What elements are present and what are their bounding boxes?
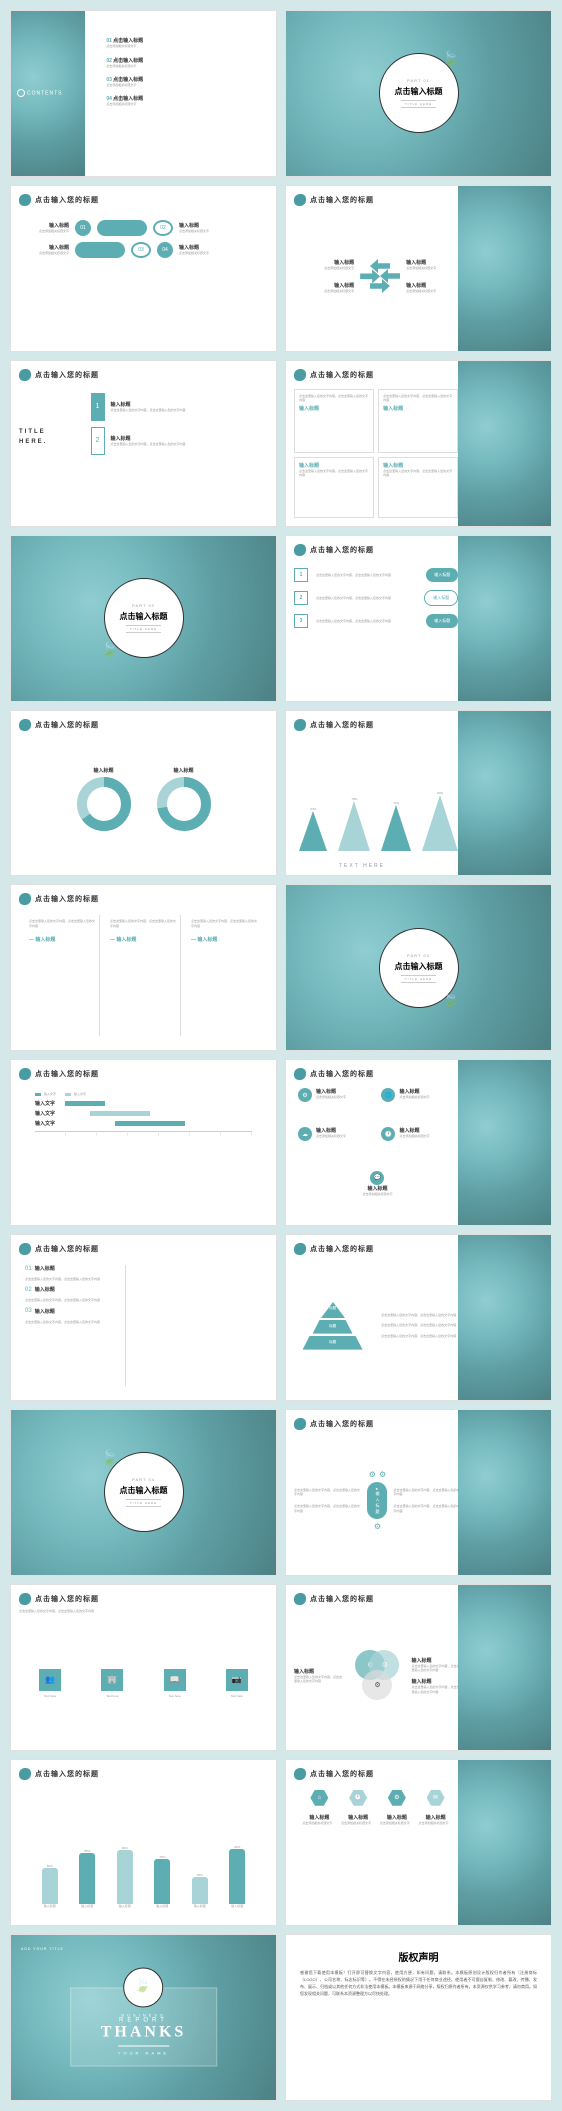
clock-icon: 🕐 xyxy=(381,1127,395,1141)
globe-icon: 🌐 xyxy=(381,1088,395,1102)
cloud-icon: ☁ xyxy=(298,1127,312,1141)
house-icon: ⌂ xyxy=(310,1790,328,1806)
part-title: 点击输入标题 xyxy=(395,86,443,97)
slide-15: 点击输入您的标题 01输入标题 点击这里输入您的文字内容，点击这里输入您的文字内… xyxy=(10,1234,277,1401)
donut-chart xyxy=(74,774,134,834)
whale-icon xyxy=(19,369,31,381)
slide-19: 点击输入您的标题 点击这里输入您的文字内容，点击这里输入您的文字内容 👥Text… xyxy=(10,1584,277,1751)
gear-icon: ⚙ xyxy=(362,1670,392,1700)
toc-num-2: 02 xyxy=(106,58,112,64)
copyright-body: 感谢您下载使用本模板！打开即可替换文字内容，使用方便，如有问题，请联系。本模板原… xyxy=(300,1969,537,1998)
slide-venn: 点击输入您的标题 输入标题点击这里输入您的文字内容，点击这里输入您的文字内容 ⚙… xyxy=(285,1584,552,1751)
slide-pyramid: 点击输入您的标题 标题 标题 标题 点击这里输入您的文字内容，点击这里输入您的文… xyxy=(285,1234,552,1401)
gear-icon: ⚙ xyxy=(388,1790,406,1806)
gear-icon: ⚙ xyxy=(379,1470,386,1479)
slide-part-02: PART 02 点击输入标题 TITLE HERE xyxy=(10,535,277,702)
whale-icon xyxy=(19,893,31,905)
toc-desc-1: 点击添加相关标题文字 xyxy=(106,44,268,48)
slide-11: 点击输入您的标题 点击这里输入您的文字内容，点击这里输入您的文字内容— 输入标题… xyxy=(10,884,277,1051)
slide-thanks: ADD YOUR TITLE BUSINESS REPORT THANKS YO… xyxy=(10,1934,277,2101)
slide-6: 点击输入您的标题 点击这里输入您的文字内容，点击这里输入您的文字内容输入标题 点… xyxy=(285,360,552,527)
whale-icon xyxy=(294,1068,306,1080)
slide-grid: CONTENTS 01 点击输入标题点击添加相关标题文字 02 点击输入标题点击… xyxy=(10,10,552,2101)
whale-icon xyxy=(294,369,306,381)
slide-part-03: PART 03 点击输入标题 TITLE HERE xyxy=(285,884,552,1051)
slide-5: 点击输入您的标题 TITLEHERE. 1输入标题点击这里输入您的文字内容，点击… xyxy=(10,360,277,527)
camera-icon: 📷 xyxy=(226,1669,248,1691)
slide-donut: 点击输入您的标题 输入标题 输入标题 xyxy=(10,710,277,877)
slide-part-04: PART 04 点击输入标题 TITLE HERE xyxy=(10,1409,277,1576)
gear-icon: ⚙ xyxy=(369,1470,376,1479)
mail-icon: ✉ xyxy=(427,1790,445,1806)
slide-gantt: 点击输入您的标题 输入文字输入文字 输入文字 输入文字 输入文字 ||||||| xyxy=(10,1059,277,1226)
whale-icon xyxy=(294,719,306,731)
slide-triangles: 点击输入您的标题 63% 78% 71% 90% TEXT HERE xyxy=(285,710,552,877)
slide-18: 点击输入您的标题 点击这里输入您的文字内容，点击这里输入您的文字内容点击这里输入… xyxy=(285,1409,552,1576)
whale-icon xyxy=(294,194,306,206)
slide-8: 点击输入您的标题 1点击这里输入您的文字内容，点击这里输入您的文字内容输入标题 … xyxy=(285,535,552,702)
slide-3: 点击输入您的标题 输入标题点击添加相关标题文字 01 02 输入标题点击添加相关… xyxy=(10,185,277,352)
whale-icon xyxy=(294,1768,306,1780)
building-icon: 🏢 xyxy=(101,1669,123,1691)
slide-14: 点击输入您的标题 ⚙输入标题点击添加相关标题文字 🌐输入标题点击添加相关标题文字… xyxy=(285,1059,552,1226)
slide-part-01: PART 01 点击输入标题 TITLE HERE xyxy=(285,10,552,177)
slide-copyright: 版权声明 感谢您下载使用本模板！打开即可替换文字内容，使用方便，如有问题，请联系… xyxy=(285,1934,552,2101)
whale-icon xyxy=(19,1068,31,1080)
slide-contents: CONTENTS 01 点击输入标题点击添加相关标题文字 02 点击输入标题点击… xyxy=(10,10,277,177)
book-icon: 📖 xyxy=(164,1669,186,1691)
whale-icon xyxy=(19,1243,31,1255)
donut-chart-2 xyxy=(154,774,214,834)
gear-icon: ⚙ xyxy=(374,1522,381,1531)
whale-icon xyxy=(294,1593,306,1605)
whale-icon xyxy=(19,719,31,731)
chat-icon: 💬 xyxy=(370,1171,384,1185)
contents-title: CONTENTS xyxy=(27,91,63,97)
whale-icon xyxy=(19,1768,31,1780)
toc-num-3: 03 xyxy=(106,77,112,83)
whale-icon xyxy=(294,1243,306,1255)
whale-icon xyxy=(19,1593,31,1605)
whale-icon xyxy=(294,544,306,556)
clock-icon: 🕐 xyxy=(349,1790,367,1806)
gear-icon: ⚙ xyxy=(298,1088,312,1102)
whale-icon xyxy=(294,1418,306,1430)
slide-hexagons: 点击输入您的标题 ⌂ 🕐 ⚙ ✉ 输入标题点击添加相关标题文字 输入标题点击添加… xyxy=(285,1759,552,1926)
slide-bars: 点击输入您的标题 60%输入标题 85%输入标题 90%输入标题 75%输入标题… xyxy=(10,1759,277,1926)
slide-arrows: 点击输入您的标题 输入标题点击添加相关标题文字输入标题点击添加相关标题文字 输入… xyxy=(285,185,552,352)
users-icon: 👥 xyxy=(39,1669,61,1691)
whale-icon xyxy=(19,194,31,206)
